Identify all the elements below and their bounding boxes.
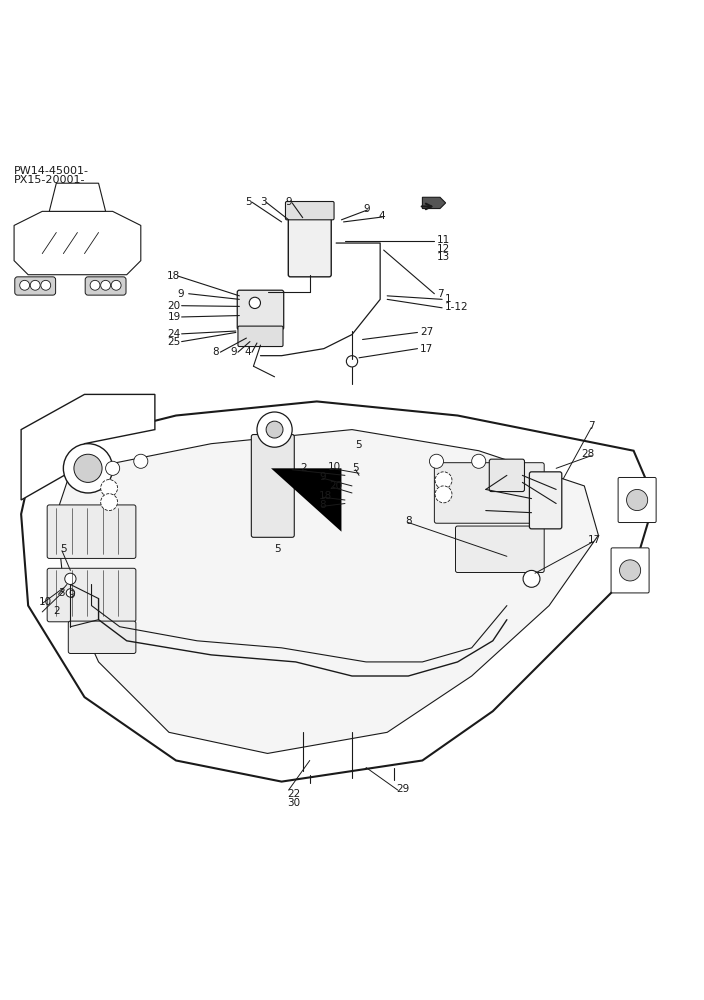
FancyBboxPatch shape [455,526,544,573]
Polygon shape [49,183,106,211]
Circle shape [257,412,292,447]
Circle shape [63,444,113,493]
Text: 24: 24 [168,329,181,339]
Text: 5: 5 [356,440,362,450]
Circle shape [435,486,452,503]
FancyBboxPatch shape [286,202,334,220]
Circle shape [66,589,75,597]
Text: 17: 17 [420,344,434,354]
Text: 9: 9 [177,289,184,299]
Text: 8: 8 [319,500,325,510]
Text: 18: 18 [319,491,332,501]
Circle shape [74,454,102,482]
Polygon shape [21,394,155,500]
Text: 13: 13 [437,252,451,262]
FancyBboxPatch shape [238,326,283,347]
Text: 20: 20 [329,481,343,491]
Text: 3: 3 [260,197,267,207]
Circle shape [41,280,51,290]
Circle shape [620,560,641,581]
Text: 25: 25 [168,337,181,347]
Text: 1: 1 [445,294,451,304]
Text: 28: 28 [581,449,594,459]
FancyBboxPatch shape [289,209,331,277]
Circle shape [30,280,40,290]
Text: 9: 9 [285,197,291,207]
Polygon shape [422,197,446,209]
FancyBboxPatch shape [434,463,544,523]
Text: 5: 5 [352,463,358,473]
Text: 1-12: 1-12 [445,302,469,312]
Polygon shape [271,468,341,532]
Text: 12: 12 [437,244,451,254]
Text: 29: 29 [396,784,410,794]
FancyBboxPatch shape [68,621,136,653]
Text: 8: 8 [405,516,411,526]
Text: 9: 9 [319,472,325,482]
Text: PX15-20001-: PX15-20001- [14,175,86,185]
Text: 4: 4 [378,211,384,221]
Circle shape [90,280,100,290]
Circle shape [20,280,30,290]
Text: 11: 11 [437,235,451,245]
Circle shape [106,461,120,475]
FancyBboxPatch shape [611,548,649,593]
Polygon shape [14,211,141,275]
Text: 17: 17 [588,535,601,545]
FancyBboxPatch shape [15,277,56,295]
Circle shape [65,573,76,584]
Polygon shape [56,430,598,753]
Circle shape [249,297,260,309]
Text: 4: 4 [244,347,251,357]
Circle shape [101,480,118,496]
Text: 7: 7 [588,421,594,431]
Text: 10: 10 [327,462,341,472]
FancyBboxPatch shape [618,477,656,523]
Circle shape [627,489,648,511]
FancyBboxPatch shape [47,505,136,558]
Text: 5: 5 [60,544,66,554]
Text: 5: 5 [275,544,281,554]
Text: 30: 30 [287,798,301,808]
Circle shape [111,280,121,290]
Circle shape [429,454,444,468]
FancyBboxPatch shape [47,568,136,622]
FancyBboxPatch shape [251,435,294,537]
Text: PW14-45001-: PW14-45001- [14,166,89,176]
Circle shape [346,356,358,367]
Text: 3: 3 [58,588,64,598]
Text: 8: 8 [213,347,219,357]
Circle shape [523,570,540,587]
Text: 9: 9 [230,347,237,357]
FancyBboxPatch shape [529,472,562,529]
Circle shape [101,494,118,511]
Circle shape [134,454,148,468]
Circle shape [101,280,111,290]
Text: 27: 27 [420,327,434,337]
Text: 9: 9 [68,590,75,600]
Text: 9: 9 [363,204,370,214]
Circle shape [435,472,452,489]
Text: 10: 10 [39,597,52,607]
FancyBboxPatch shape [237,290,284,330]
Circle shape [472,454,486,468]
FancyBboxPatch shape [85,277,126,295]
Text: 19: 19 [168,312,181,322]
Text: 7: 7 [437,289,444,299]
FancyBboxPatch shape [489,459,524,492]
Text: 20: 20 [168,301,181,311]
Circle shape [266,421,283,438]
Text: 18: 18 [167,271,180,281]
Text: 2: 2 [301,463,307,473]
Text: 5: 5 [245,197,251,207]
Polygon shape [21,401,655,782]
Text: 2: 2 [53,606,59,616]
Text: 22: 22 [287,789,301,799]
